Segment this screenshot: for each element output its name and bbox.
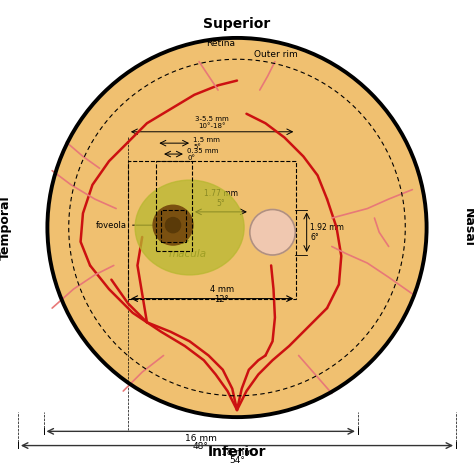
Text: Nasal: Nasal: [462, 208, 474, 247]
Bar: [161, 210, 186, 242]
Bar: [128, 161, 296, 299]
Text: Outer rim: Outer rim: [254, 50, 297, 59]
Text: optic
disc: optic disc: [260, 219, 285, 238]
Text: 0.8 mm
2°: 0.8 mm 2°: [160, 227, 189, 246]
Text: Inferior: Inferior: [208, 445, 266, 459]
Text: Retina: Retina: [206, 39, 235, 48]
Bar: [156, 161, 192, 251]
Text: 0.35 mm
0°: 0.35 mm 0°: [187, 147, 219, 161]
Text: Temporal: Temporal: [0, 195, 12, 260]
Circle shape: [250, 210, 295, 255]
Text: 1.5 mm
5°: 1.5 mm 5°: [193, 137, 220, 150]
Text: fovea: fovea: [161, 219, 185, 227]
Text: 1.77 mm
5°: 1.77 mm 5°: [204, 189, 238, 208]
Text: 54°: 54°: [229, 456, 245, 465]
Text: 3-5.5 mm
10°-18°: 3-5.5 mm 10°-18°: [195, 116, 229, 129]
Text: foveola: foveola: [96, 221, 162, 229]
Text: Superior: Superior: [203, 17, 271, 31]
Text: macula: macula: [168, 249, 206, 259]
Text: 48°: 48°: [193, 442, 209, 451]
Text: 1.92 mm
6°: 1.92 mm 6°: [310, 223, 344, 242]
Text: 4 mm
12°: 4 mm 12°: [210, 285, 234, 304]
Circle shape: [165, 218, 181, 233]
Text: 18 mm: 18 mm: [221, 448, 253, 457]
Circle shape: [153, 205, 193, 245]
Circle shape: [47, 38, 427, 417]
Text: 16 mm: 16 mm: [185, 434, 217, 443]
Ellipse shape: [135, 180, 244, 275]
